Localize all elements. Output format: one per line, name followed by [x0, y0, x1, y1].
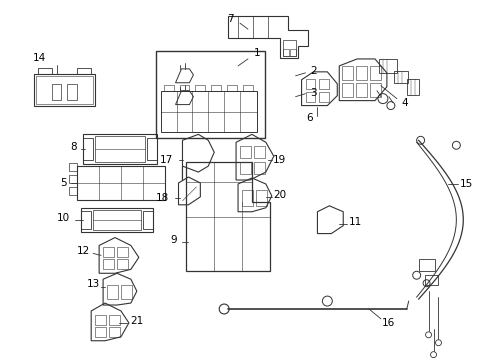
- Text: 2: 2: [309, 66, 316, 76]
- Bar: [369, 83, 380, 96]
- Bar: [369, 66, 380, 80]
- Bar: [255, 190, 266, 206]
- Text: 14: 14: [33, 53, 46, 63]
- Bar: [34, 74, 95, 105]
- Bar: [95, 315, 106, 325]
- Text: 12: 12: [77, 247, 90, 256]
- Text: 5: 5: [60, 178, 66, 188]
- Bar: [161, 91, 256, 132]
- Bar: [319, 92, 328, 102]
- Bar: [117, 247, 128, 257]
- Bar: [342, 66, 352, 80]
- Text: 8: 8: [70, 142, 77, 152]
- Bar: [305, 79, 315, 89]
- Bar: [242, 190, 252, 206]
- Bar: [342, 83, 352, 96]
- Bar: [179, 85, 189, 91]
- Text: 20: 20: [273, 190, 285, 200]
- Bar: [142, 211, 152, 229]
- Bar: [121, 285, 132, 299]
- Bar: [355, 83, 366, 96]
- Text: 9: 9: [170, 234, 177, 244]
- Text: 15: 15: [459, 179, 472, 189]
- Bar: [67, 84, 77, 100]
- Bar: [305, 92, 315, 102]
- Bar: [38, 68, 51, 74]
- Bar: [253, 162, 264, 174]
- Bar: [81, 211, 91, 229]
- Bar: [117, 260, 128, 269]
- Bar: [109, 315, 120, 325]
- Bar: [243, 85, 252, 91]
- Text: 4: 4: [401, 98, 407, 108]
- Bar: [93, 210, 141, 230]
- Bar: [195, 85, 205, 91]
- Bar: [36, 76, 93, 104]
- Bar: [83, 138, 93, 160]
- Text: 11: 11: [348, 217, 361, 227]
- Text: 7: 7: [226, 14, 233, 24]
- Bar: [163, 85, 173, 91]
- Text: 16: 16: [382, 318, 395, 328]
- Bar: [289, 49, 295, 56]
- Bar: [77, 68, 91, 74]
- Bar: [95, 327, 106, 337]
- Bar: [69, 175, 77, 183]
- Bar: [355, 66, 366, 80]
- Bar: [253, 146, 264, 158]
- Bar: [103, 247, 114, 257]
- Bar: [282, 49, 288, 56]
- Text: 6: 6: [305, 113, 312, 123]
- Bar: [319, 79, 328, 89]
- Bar: [95, 136, 144, 162]
- Bar: [240, 162, 250, 174]
- Bar: [211, 85, 221, 91]
- Bar: [155, 51, 264, 138]
- Text: 1: 1: [253, 48, 260, 58]
- Bar: [146, 138, 156, 160]
- Bar: [69, 187, 77, 195]
- Bar: [51, 84, 61, 100]
- Text: 3: 3: [309, 88, 316, 98]
- Text: 19: 19: [272, 155, 286, 165]
- Bar: [226, 85, 237, 91]
- Bar: [240, 146, 250, 158]
- Text: 18: 18: [156, 193, 169, 203]
- Bar: [103, 260, 114, 269]
- Text: 10: 10: [57, 213, 70, 223]
- Text: 13: 13: [86, 279, 100, 289]
- Text: 17: 17: [160, 155, 173, 165]
- Bar: [282, 40, 295, 56]
- Bar: [69, 163, 77, 171]
- Text: 21: 21: [130, 316, 143, 326]
- Bar: [77, 166, 164, 200]
- Bar: [109, 327, 120, 337]
- Bar: [107, 285, 118, 299]
